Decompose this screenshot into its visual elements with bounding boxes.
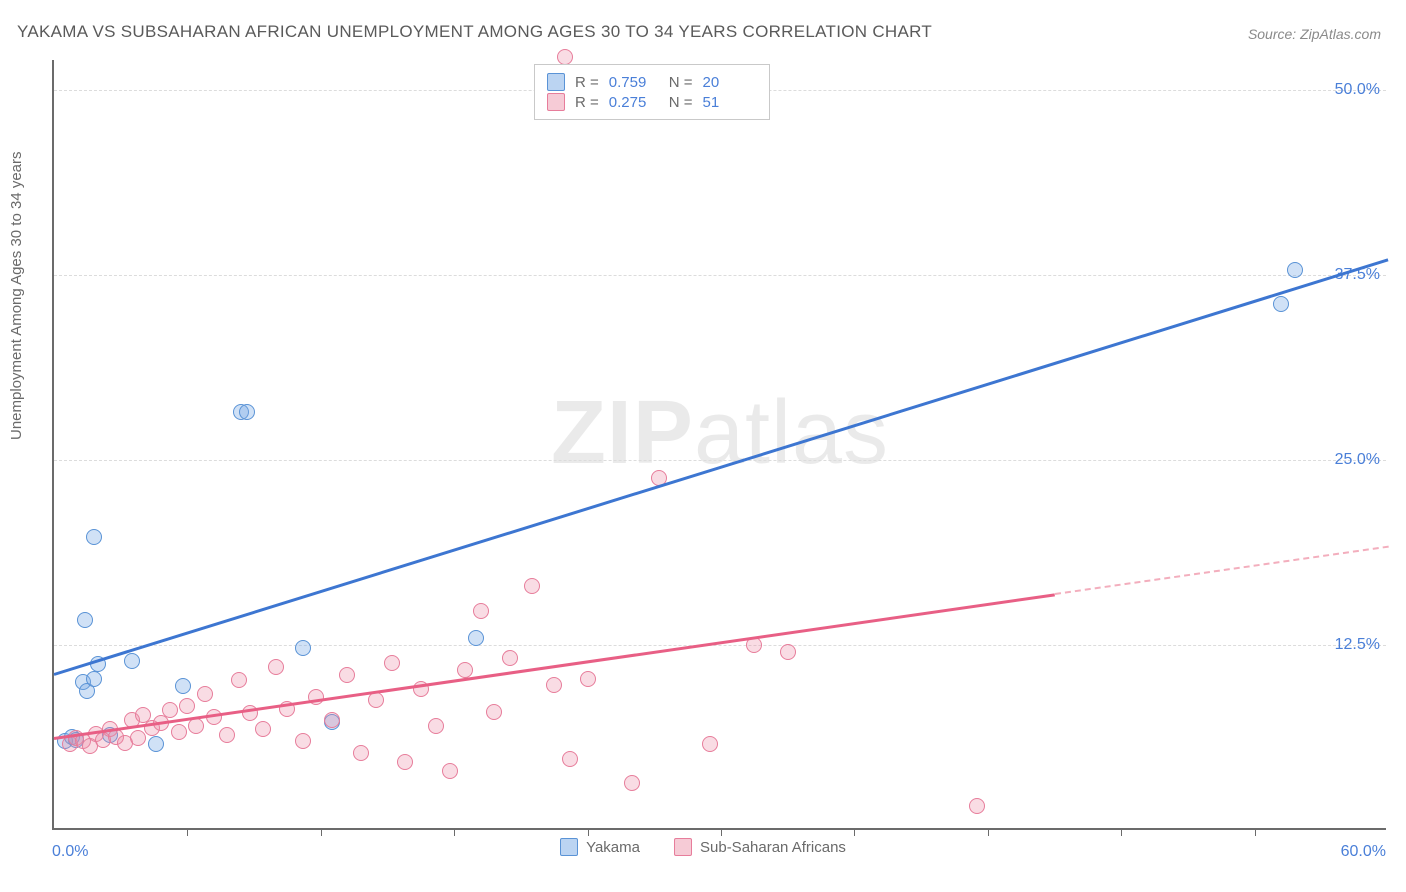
correlation-legend: R = 0.759 N = 20 R = 0.275 N = 51 bbox=[534, 64, 770, 120]
data-point bbox=[162, 702, 178, 718]
data-point bbox=[624, 775, 640, 791]
data-point bbox=[546, 677, 562, 693]
data-point bbox=[179, 698, 195, 714]
data-point bbox=[780, 644, 796, 660]
r-value-yakama: 0.759 bbox=[609, 74, 659, 91]
legend-item-yakama: Yakama bbox=[560, 838, 640, 856]
chart-title: YAKAMA VS SUBSAHARAN AFRICAN UNEMPLOYMEN… bbox=[17, 22, 932, 42]
trend-line bbox=[54, 593, 1055, 740]
r-value-ssa: 0.275 bbox=[609, 94, 659, 111]
r-label: R = bbox=[575, 94, 599, 111]
data-point bbox=[457, 662, 473, 678]
legend-label: Yakama bbox=[586, 839, 640, 856]
gridline bbox=[54, 645, 1386, 646]
data-point bbox=[295, 640, 311, 656]
data-point bbox=[702, 736, 718, 752]
data-point bbox=[428, 718, 444, 734]
data-point bbox=[557, 49, 573, 65]
trend-line bbox=[54, 258, 1389, 675]
n-label: N = bbox=[669, 74, 693, 91]
x-tick bbox=[187, 828, 188, 836]
data-point bbox=[397, 754, 413, 770]
x-tick bbox=[854, 828, 855, 836]
n-label: N = bbox=[669, 94, 693, 111]
data-point bbox=[580, 671, 596, 687]
legend-label: Sub-Saharan Africans bbox=[700, 839, 846, 856]
data-point bbox=[442, 763, 458, 779]
y-tick-label: 25.0% bbox=[1335, 451, 1386, 469]
n-value-yakama: 20 bbox=[703, 74, 753, 91]
data-point bbox=[324, 712, 340, 728]
x-tick bbox=[454, 828, 455, 836]
data-point bbox=[339, 667, 355, 683]
source-attribution: Source: ZipAtlas.com bbox=[1248, 26, 1381, 42]
data-point bbox=[231, 672, 247, 688]
y-tick-label: 12.5% bbox=[1335, 636, 1386, 654]
data-point bbox=[239, 404, 255, 420]
data-point bbox=[219, 727, 235, 743]
x-tick bbox=[721, 828, 722, 836]
series-legend: Yakama Sub-Saharan Africans bbox=[0, 838, 1406, 856]
data-point bbox=[130, 730, 146, 746]
trend-line bbox=[1054, 546, 1388, 595]
data-point bbox=[175, 678, 191, 694]
r-label: R = bbox=[575, 74, 599, 91]
plot-area: ZIPatlas 12.5%25.0%37.5%50.0% bbox=[52, 60, 1386, 830]
x-tick bbox=[988, 828, 989, 836]
watermark-rest: atlas bbox=[694, 383, 889, 483]
legend-swatch-yakama bbox=[547, 73, 565, 91]
data-point bbox=[524, 578, 540, 594]
legend-row-yakama: R = 0.759 N = 20 bbox=[547, 73, 753, 91]
y-tick-label: 50.0% bbox=[1335, 81, 1386, 99]
data-point bbox=[124, 653, 140, 669]
legend-swatch-icon bbox=[560, 838, 578, 856]
legend-swatch-ssa bbox=[547, 93, 565, 111]
data-point bbox=[148, 736, 164, 752]
n-value-ssa: 51 bbox=[703, 94, 753, 111]
data-point bbox=[353, 745, 369, 761]
legend-swatch-icon bbox=[674, 838, 692, 856]
data-point bbox=[562, 751, 578, 767]
data-point bbox=[969, 798, 985, 814]
data-point bbox=[86, 529, 102, 545]
data-point bbox=[77, 612, 93, 628]
y-axis-label: Unemployment Among Ages 30 to 34 years bbox=[8, 151, 25, 440]
watermark-bold: ZIP bbox=[551, 383, 694, 483]
data-point bbox=[86, 671, 102, 687]
data-point bbox=[502, 650, 518, 666]
data-point bbox=[473, 603, 489, 619]
data-point bbox=[268, 659, 284, 675]
watermark: ZIPatlas bbox=[551, 382, 889, 485]
data-point bbox=[486, 704, 502, 720]
x-tick bbox=[588, 828, 589, 836]
data-point bbox=[1273, 296, 1289, 312]
x-tick bbox=[1121, 828, 1122, 836]
data-point bbox=[295, 733, 311, 749]
gridline bbox=[54, 460, 1386, 461]
data-point bbox=[197, 686, 213, 702]
data-point bbox=[188, 718, 204, 734]
data-point bbox=[384, 655, 400, 671]
data-point bbox=[468, 630, 484, 646]
legend-item-ssa: Sub-Saharan Africans bbox=[674, 838, 846, 856]
legend-row-ssa: R = 0.275 N = 51 bbox=[547, 93, 753, 111]
x-tick bbox=[1255, 828, 1256, 836]
x-tick bbox=[321, 828, 322, 836]
data-point bbox=[255, 721, 271, 737]
data-point bbox=[171, 724, 187, 740]
data-point bbox=[1287, 262, 1303, 278]
gridline bbox=[54, 275, 1386, 276]
